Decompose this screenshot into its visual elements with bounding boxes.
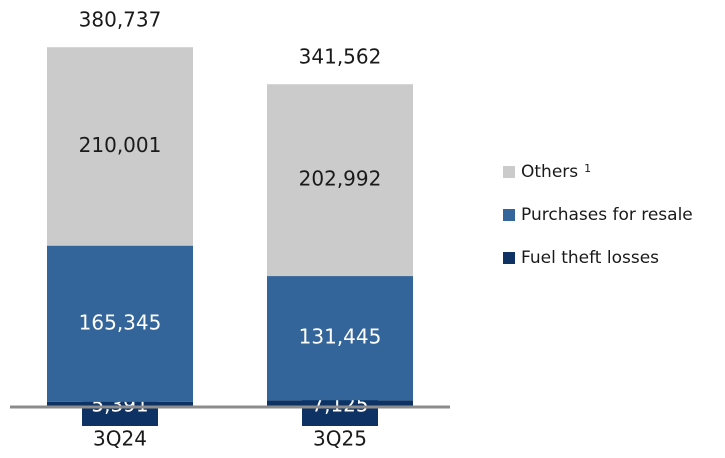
bar-segment [267, 84, 413, 277]
data-label: 202,992 [299, 167, 382, 191]
bar-segment [47, 47, 193, 246]
legend-label: Fuel theft losses [521, 248, 659, 268]
bar-segment [47, 245, 193, 402]
legend-label: Purchases for resale [521, 205, 693, 225]
bar-segment [267, 276, 413, 401]
legend-label: Others [521, 162, 578, 182]
x-tick-label: 3Q24 [93, 427, 147, 451]
legend-swatch [503, 209, 515, 221]
x-tick-label: 3Q25 [313, 427, 367, 451]
total-label: 341,562 [299, 45, 382, 69]
legend-swatch [503, 252, 515, 264]
legend-footnote: 1 [584, 162, 591, 175]
legend-swatch [503, 166, 515, 178]
data-label: 131,445 [299, 325, 382, 349]
data-label: 210,001 [79, 133, 162, 157]
data-label: 165,345 [79, 310, 162, 334]
total-label: 380,737 [79, 8, 162, 32]
